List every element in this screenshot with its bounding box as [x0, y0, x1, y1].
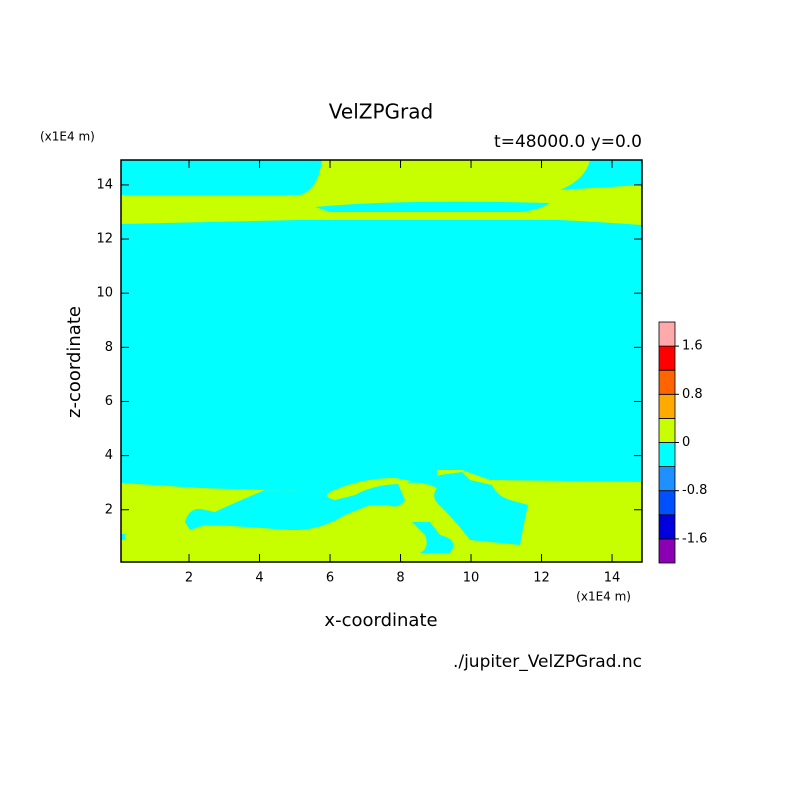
colorbar-box — [658, 321, 676, 347]
y-axis-label: z-coordinate — [64, 306, 85, 418]
source-label: ./jupiter_VelZPGrad.nc — [453, 652, 642, 672]
y-tick-label: 14 — [96, 177, 113, 192]
y-tick-label: 4 — [105, 448, 113, 463]
y-tick-label: 8 — [105, 340, 113, 355]
y-tick-label: 10 — [96, 286, 113, 301]
colorbar-tick-label: 0.8 — [682, 387, 703, 402]
y-tick-label: 12 — [96, 232, 113, 247]
x-tick-label: 6 — [326, 571, 334, 586]
x-tick-label: 4 — [255, 571, 263, 586]
y-tick-label: 2 — [105, 502, 113, 517]
colorbar-box — [658, 514, 676, 540]
colorbar-box — [658, 393, 676, 419]
x-tick-label: 8 — [396, 571, 404, 586]
colorbar-box — [658, 442, 676, 468]
contour-region — [315, 201, 550, 212]
y-tick-label: 6 — [105, 394, 113, 409]
chart-title: VelZPGrad — [329, 100, 433, 124]
colorbar-tick-label: -1.6 — [682, 531, 707, 546]
colorbar-box — [658, 345, 676, 371]
x-tick-label: 2 — [185, 571, 193, 586]
x-axis-label: x-coordinate — [324, 610, 437, 631]
chart-subtitle: t=48000.0 y=0.0 — [494, 132, 642, 152]
plot-frame — [120, 159, 643, 563]
colorbar-box — [658, 466, 676, 492]
y-units: (x1E4 m) — [40, 130, 95, 144]
colorbar-box — [658, 490, 676, 516]
contour-region — [185, 484, 405, 531]
contour-region — [121, 534, 125, 540]
colorbar-box — [658, 538, 676, 564]
x-tick-label: 12 — [533, 571, 550, 586]
colorbar-box — [658, 369, 676, 395]
colorbar-tick-label: 0 — [682, 435, 690, 450]
x-units: (x1E4 m) — [576, 590, 631, 604]
contour-region — [412, 522, 454, 553]
contour-region — [121, 160, 642, 562]
contour-region — [402, 472, 528, 545]
colorbar-tick-label: 1.6 — [682, 339, 703, 354]
colorbar-box — [658, 417, 676, 443]
colorbar-tick-label: -0.8 — [682, 483, 707, 498]
x-tick-label: 10 — [463, 571, 480, 586]
x-tick-label: 14 — [604, 571, 621, 586]
